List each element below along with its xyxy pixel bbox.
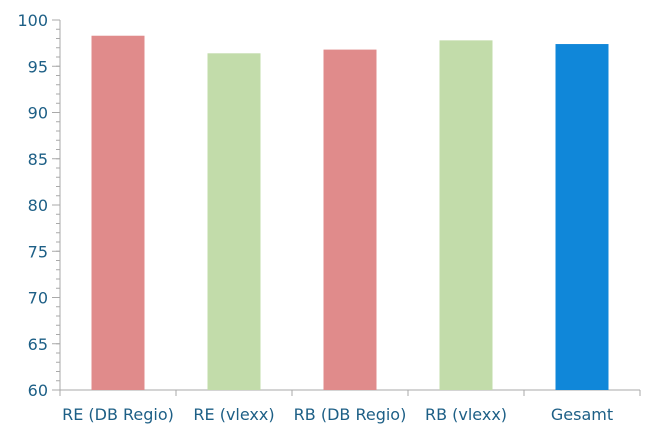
x-category-label: RE (vlexx) — [193, 405, 274, 424]
bar — [91, 35, 145, 390]
bar — [207, 53, 261, 391]
category-labels: RE (DB Regio) RE (vlexx) RB (DB Regio) RB (… — [62, 405, 613, 424]
x-category-label: RB (vlexx) — [425, 405, 507, 424]
bar — [323, 49, 377, 390]
bar — [555, 44, 609, 391]
y-tick-label: 85 — [28, 150, 48, 169]
y-tick-label: 65 — [28, 335, 48, 354]
y-tick-label: 70 — [28, 289, 48, 308]
bars — [91, 35, 609, 391]
y-tick-label: 80 — [28, 196, 48, 215]
y-tick-label: 60 — [28, 381, 48, 400]
y-tick-label: 100 — [17, 11, 48, 30]
x-axis — [59, 389, 641, 396]
bar — [439, 40, 493, 390]
x-category-label: Gesamt — [551, 405, 613, 424]
y-tick-label: 75 — [28, 242, 48, 261]
y-axis: 60 65 70 75 80 85 90 95 100 — [17, 11, 61, 400]
x-category-label: RB (DB Regio) — [294, 405, 407, 424]
y-tick-label: 90 — [28, 104, 48, 123]
x-category-label: RE (DB Regio) — [62, 405, 174, 424]
y-tick-label: 95 — [28, 57, 48, 76]
